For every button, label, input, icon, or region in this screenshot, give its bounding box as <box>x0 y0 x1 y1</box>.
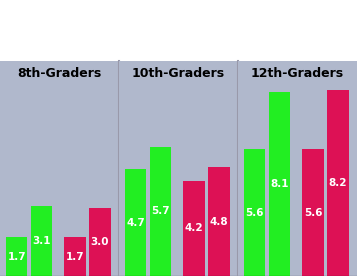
Text: 3.0: 3.0 <box>91 237 109 247</box>
Bar <box>125 169 146 276</box>
Bar <box>269 92 290 276</box>
Text: Reporting MDMA (Ecstasy) Use: Reporting MDMA (Ecstasy) Use <box>62 41 295 54</box>
Text: 4.2: 4.2 <box>185 223 203 233</box>
Text: 12th-Graders: 12th-Graders <box>251 67 344 80</box>
Text: 5.7: 5.7 <box>151 206 170 216</box>
Bar <box>244 149 265 276</box>
Text: 5.6: 5.6 <box>304 208 322 217</box>
Text: 1.7: 1.7 <box>7 252 26 262</box>
Text: 3.1: 3.1 <box>32 236 51 246</box>
Text: 5.6: 5.6 <box>245 208 264 217</box>
Bar <box>6 237 27 276</box>
Text: 4.7: 4.7 <box>126 218 145 228</box>
Bar <box>89 208 111 276</box>
Bar <box>327 90 349 276</box>
Text: 8.2: 8.2 <box>329 178 347 188</box>
Text: 8.1: 8.1 <box>270 179 289 189</box>
Bar <box>150 147 171 276</box>
Text: 1.7: 1.7 <box>66 252 84 262</box>
Bar <box>302 149 324 276</box>
Text: 4.8: 4.8 <box>210 217 228 227</box>
Bar <box>31 206 52 276</box>
Bar <box>208 167 230 276</box>
Text: Percentage of 8th-, 10th-, 12th-Graders: Percentage of 8th-, 10th-, 12th-Graders <box>29 13 328 26</box>
Bar <box>183 181 205 276</box>
Text: 8th-Graders: 8th-Graders <box>17 67 102 80</box>
Text: 10th-Graders: 10th-Graders <box>132 67 225 80</box>
Bar <box>64 237 86 276</box>
